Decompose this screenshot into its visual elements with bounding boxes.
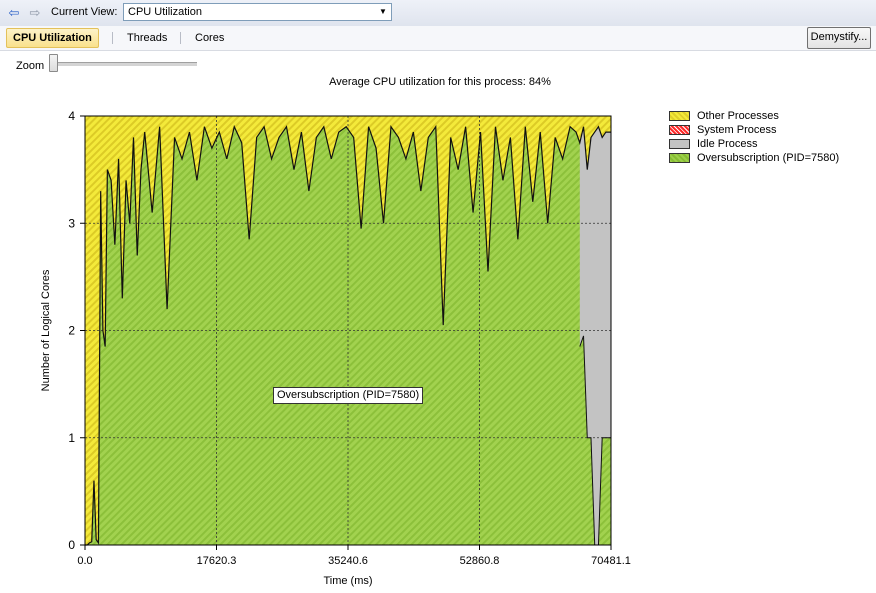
tab-cpu-utilization[interactable]: CPU Utilization <box>6 28 99 48</box>
demystify-button[interactable]: Demystify... <box>807 27 871 49</box>
chart-legend: Other Processes System Process Idle Proc… <box>669 109 839 165</box>
y-tick-label: 4 <box>68 109 75 123</box>
x-axis-label: Time (ms) <box>323 575 372 587</box>
y-tick-label: 3 <box>68 216 75 230</box>
zoom-slider-track[interactable] <box>49 62 197 67</box>
back-arrow-icon[interactable]: ⇦ <box>8 5 20 20</box>
tab-strip: CPU Utilization Threads Cores Demystify.… <box>0 26 876 51</box>
tab-separator <box>180 32 181 44</box>
oversubscription-lower-area <box>579 335 611 545</box>
legend-swatch <box>669 153 690 163</box>
idle-process-area <box>579 126 611 545</box>
zoom-label: Zoom <box>16 60 45 72</box>
average-utilization-text: Average CPU utilization for this process… <box>329 76 551 88</box>
current-view-select[interactable]: CPU Utilization ▼ <box>123 3 392 21</box>
current-view-value: CPU Utilization <box>128 6 202 18</box>
x-tick-label: 17620.3 <box>197 555 237 567</box>
y-axis-label: Number of Logical Cores <box>40 269 52 391</box>
legend-label: Idle Process <box>697 138 758 150</box>
x-tick-label: 70481.1 <box>591 555 631 567</box>
legend-item-other-processes: Other Processes <box>669 109 839 123</box>
tab-threads[interactable]: Threads <box>127 32 168 44</box>
toolbar: ⇦ ⇨ Current View: CPU Utilization ▼ <box>0 0 876 27</box>
y-tick-label: 0 <box>68 538 75 552</box>
chart-tooltip: Oversubscription (PID=7580) <box>273 387 424 404</box>
legend-swatch <box>669 139 690 149</box>
legend-swatch <box>669 111 690 121</box>
utilization-line <box>85 124 611 546</box>
legend-item-idle-process: Idle Process <box>669 137 839 151</box>
tab-cores[interactable]: Cores <box>195 32 225 44</box>
x-tick-label: 35240.6 <box>328 555 368 567</box>
forward-arrow-icon[interactable]: ⇨ <box>29 5 41 20</box>
y-tick-label: 2 <box>68 324 75 338</box>
zoom-slider-thumb[interactable] <box>49 54 58 72</box>
legend-label: Other Processes <box>697 110 779 122</box>
legend-item-oversubscription: Oversubscription (PID=7580) <box>669 151 839 165</box>
legend-swatch <box>669 125 690 135</box>
legend-label: Oversubscription (PID=7580) <box>697 152 840 164</box>
y-tick-label: 1 <box>68 431 75 445</box>
x-tick-label: 52860.8 <box>460 555 500 567</box>
tab-separator <box>112 32 113 44</box>
current-view-label: Current View: <box>51 6 118 18</box>
chevron-down-icon[interactable]: ▼ <box>379 7 387 16</box>
legend-item-system-process: System Process <box>669 123 839 137</box>
legend-label: System Process <box>697 124 777 136</box>
x-tick-label: 0.0 <box>77 555 92 567</box>
